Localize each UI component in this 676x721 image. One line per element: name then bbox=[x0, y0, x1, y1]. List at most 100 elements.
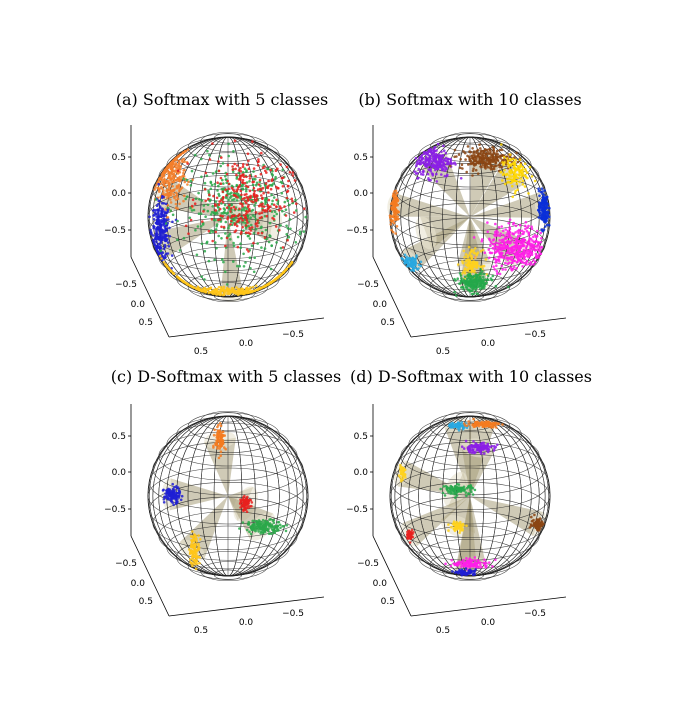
data-point bbox=[389, 223, 393, 226]
data-point bbox=[244, 189, 248, 193]
data-point bbox=[155, 183, 158, 187]
data-point bbox=[276, 167, 279, 171]
data-point bbox=[476, 278, 479, 282]
data-point bbox=[191, 564, 194, 568]
cone bbox=[470, 496, 543, 537]
data-point bbox=[294, 241, 298, 244]
data-point bbox=[194, 197, 198, 200]
data-point bbox=[155, 230, 158, 233]
data-point bbox=[508, 171, 512, 174]
data-point bbox=[233, 139, 237, 143]
data-point bbox=[153, 243, 157, 247]
data-point bbox=[171, 189, 175, 193]
data-point bbox=[287, 203, 291, 207]
data-point bbox=[257, 231, 260, 235]
data-point bbox=[476, 445, 479, 449]
data-point bbox=[188, 284, 192, 287]
data-point bbox=[451, 425, 454, 428]
data-point bbox=[448, 489, 452, 493]
data-point bbox=[467, 492, 470, 495]
data-point bbox=[511, 258, 514, 262]
data-point bbox=[232, 244, 236, 247]
data-point bbox=[262, 191, 265, 195]
data-point bbox=[169, 201, 173, 204]
data-point bbox=[460, 421, 464, 424]
data-point bbox=[247, 159, 250, 163]
data-point bbox=[258, 187, 262, 191]
data-point bbox=[265, 186, 269, 189]
data-point bbox=[162, 488, 165, 492]
data-point bbox=[171, 501, 174, 504]
data-point bbox=[230, 219, 233, 223]
data-point bbox=[522, 248, 525, 252]
data-point bbox=[230, 184, 234, 188]
data-point bbox=[542, 216, 546, 220]
data-point bbox=[495, 269, 499, 273]
data-point bbox=[529, 523, 533, 526]
data-point bbox=[165, 211, 169, 214]
data-point bbox=[253, 215, 256, 218]
data-point bbox=[250, 527, 254, 530]
data-point bbox=[208, 158, 212, 161]
data-point bbox=[474, 284, 478, 287]
data-point bbox=[473, 488, 477, 492]
data-point bbox=[170, 267, 173, 270]
data-point bbox=[504, 261, 507, 265]
data-point bbox=[476, 148, 480, 152]
data-point bbox=[491, 423, 494, 427]
data-point bbox=[227, 154, 230, 158]
data-point bbox=[234, 167, 237, 171]
data-point bbox=[395, 199, 399, 202]
data-point bbox=[480, 442, 483, 445]
data-point bbox=[541, 229, 544, 232]
data-point bbox=[197, 191, 200, 195]
data-point bbox=[176, 197, 180, 201]
data-point bbox=[516, 230, 519, 233]
data-point bbox=[496, 443, 499, 447]
y-tick-label: 0.5 bbox=[139, 597, 153, 607]
data-point bbox=[163, 171, 167, 174]
data-point bbox=[548, 206, 551, 210]
data-point bbox=[241, 205, 244, 208]
data-point bbox=[494, 160, 498, 164]
z-tick-label: 0.5 bbox=[354, 153, 368, 163]
data-point bbox=[472, 263, 475, 267]
data-point bbox=[464, 158, 467, 161]
data-point bbox=[455, 561, 459, 565]
data-point bbox=[241, 225, 244, 229]
data-point bbox=[177, 488, 181, 492]
data-point bbox=[247, 234, 250, 238]
data-point bbox=[158, 205, 162, 208]
data-point bbox=[274, 277, 278, 281]
data-point bbox=[217, 234, 220, 238]
data-point bbox=[213, 258, 216, 262]
data-point bbox=[216, 292, 220, 295]
data-point bbox=[469, 162, 473, 166]
data-point bbox=[517, 169, 521, 172]
data-point bbox=[513, 162, 516, 165]
data-point bbox=[458, 531, 461, 534]
data-point bbox=[168, 497, 171, 500]
data-point bbox=[200, 289, 203, 293]
data-point bbox=[390, 228, 393, 232]
data-point bbox=[216, 181, 219, 184]
data-point bbox=[254, 284, 258, 288]
data-point bbox=[190, 169, 194, 173]
data-point bbox=[291, 200, 294, 203]
data-point bbox=[169, 173, 172, 177]
data-point bbox=[491, 274, 495, 278]
data-point bbox=[221, 197, 225, 200]
data-point bbox=[537, 244, 541, 247]
data-point bbox=[525, 259, 529, 263]
data-point bbox=[511, 195, 514, 199]
data-point bbox=[263, 284, 267, 288]
data-point bbox=[479, 450, 483, 453]
data-point bbox=[255, 224, 259, 228]
data-point bbox=[232, 260, 235, 263]
data-point bbox=[245, 201, 248, 205]
data-point bbox=[494, 152, 498, 155]
data-point bbox=[281, 168, 285, 172]
data-point bbox=[450, 558, 454, 562]
data-point bbox=[539, 252, 543, 256]
data-point bbox=[182, 169, 185, 172]
